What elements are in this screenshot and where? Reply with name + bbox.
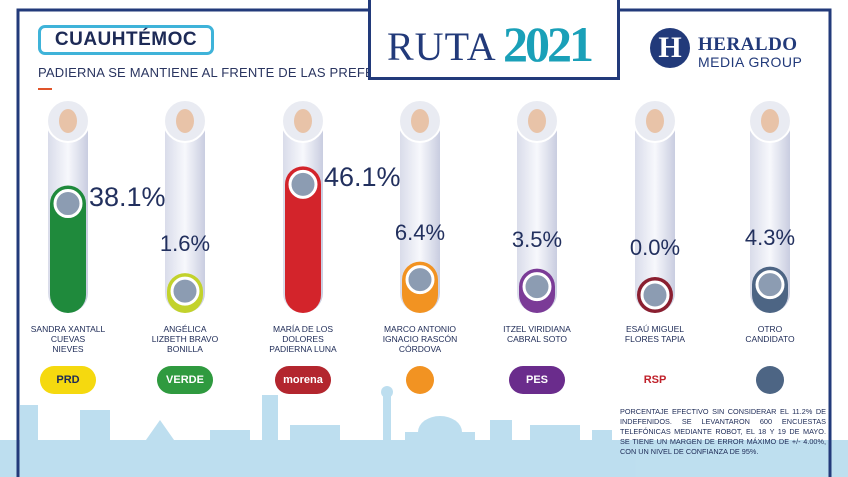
skyline <box>0 386 848 477</box>
tube <box>635 112 675 313</box>
candidate-name: ESAÚ MIGUEL FLORES TAPIA <box>624 324 686 344</box>
bar-knob-ring <box>288 169 318 199</box>
tube <box>400 112 440 313</box>
party-logo <box>756 366 784 394</box>
ruta-logo: RUTA 2021 <box>368 0 620 80</box>
candidate-name: MARÍA DE LOS DOLORES PADIERNA LUNA <box>269 324 337 354</box>
bar-knob-ring <box>405 265 435 295</box>
subtitle: PADIERNA SE MANTIENE AL FRENTE DE LAS PR… <box>38 65 434 80</box>
ruta-year: 2021 <box>503 16 594 72</box>
party-logo: RSP <box>627 366 683 394</box>
candidate-name: SANDRA XANTALL CUEVAS NIEVES <box>30 324 106 354</box>
bar-knob-ring <box>640 280 670 310</box>
value-label: 4.3% <box>744 224 796 250</box>
party-logo: VERDE <box>157 366 213 394</box>
candidate-name: MARCO ANTONIO IGNACIO RASCÓN CÓRDOVA <box>382 324 458 354</box>
value-label: 6.4% <box>394 219 446 245</box>
candidate-face <box>528 109 546 133</box>
tube <box>750 112 790 313</box>
party-logo: morena <box>275 366 331 394</box>
candidate-face <box>761 109 779 133</box>
candidate-face <box>59 109 77 133</box>
place-title: CUAUHTÉMOC <box>38 25 214 55</box>
bar-knob-ring <box>170 276 200 306</box>
bar <box>285 166 321 313</box>
footnote: PORCENTAJE EFECTIVO SIN CONSIDERAR EL 11… <box>620 407 826 456</box>
candidate-face <box>294 109 312 133</box>
candidate-name: ITZEL VIRIDIANA CABRAL SOTO <box>503 324 571 344</box>
candidate-face <box>411 109 429 133</box>
tube <box>165 112 205 313</box>
value-label: 1.6% <box>159 231 211 257</box>
bar <box>50 185 86 313</box>
heraldo-group: MEDIA GROUP <box>698 54 803 70</box>
bar-knob-ring <box>522 272 552 302</box>
ruta-word: RUTA <box>387 24 497 69</box>
candidate-name: ANGÉLICA LIZBETH BRAVO BONILLA <box>151 324 219 354</box>
party-logo: PRD <box>40 366 96 394</box>
heraldo-icon: H <box>650 28 690 68</box>
subtitle-rule <box>38 88 52 90</box>
bar-knob-ring <box>755 270 785 300</box>
value-label: 0.0% <box>629 235 681 260</box>
party-logo: PES <box>509 366 565 394</box>
candidate-name: OTRO CANDIDATO <box>745 324 795 344</box>
value-label: 38.1% <box>89 181 166 212</box>
party-logo <box>406 366 434 394</box>
bar-knob-ring <box>53 189 83 219</box>
candidate-face <box>176 109 194 133</box>
value-label: 46.1% <box>324 162 401 193</box>
value-label: 3.5% <box>511 226 563 252</box>
tube <box>517 112 557 313</box>
heraldo-name: HERALDO <box>698 34 798 55</box>
candidate-face <box>646 109 664 133</box>
